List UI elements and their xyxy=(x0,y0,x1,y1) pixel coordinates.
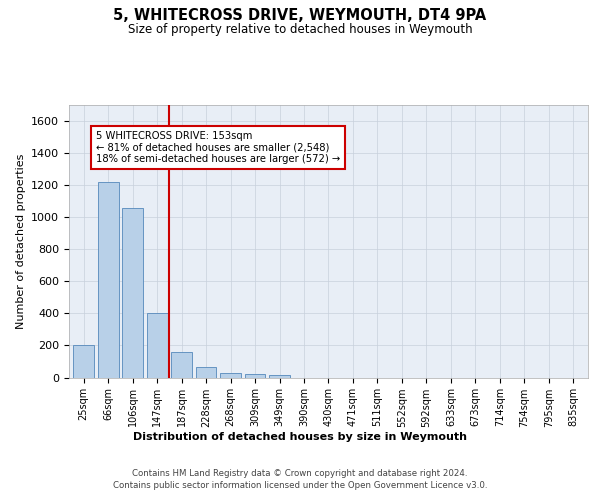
Bar xyxy=(73,346,94,378)
Bar xyxy=(98,182,119,378)
Bar xyxy=(245,374,265,378)
Text: Size of property relative to detached houses in Weymouth: Size of property relative to detached ho… xyxy=(128,22,472,36)
Bar xyxy=(147,312,167,378)
Bar xyxy=(196,367,217,378)
Text: Distribution of detached houses by size in Weymouth: Distribution of detached houses by size … xyxy=(133,432,467,442)
Y-axis label: Number of detached properties: Number of detached properties xyxy=(16,154,26,329)
Text: 5, WHITECROSS DRIVE, WEYMOUTH, DT4 9PA: 5, WHITECROSS DRIVE, WEYMOUTH, DT4 9PA xyxy=(113,8,487,22)
Bar xyxy=(122,208,143,378)
Bar xyxy=(171,352,192,378)
Bar xyxy=(269,375,290,378)
Text: Contains HM Land Registry data © Crown copyright and database right 2024.
Contai: Contains HM Land Registry data © Crown c… xyxy=(113,469,487,490)
Bar xyxy=(220,372,241,378)
Text: 5 WHITECROSS DRIVE: 153sqm
← 81% of detached houses are smaller (2,548)
18% of s: 5 WHITECROSS DRIVE: 153sqm ← 81% of deta… xyxy=(96,130,340,164)
